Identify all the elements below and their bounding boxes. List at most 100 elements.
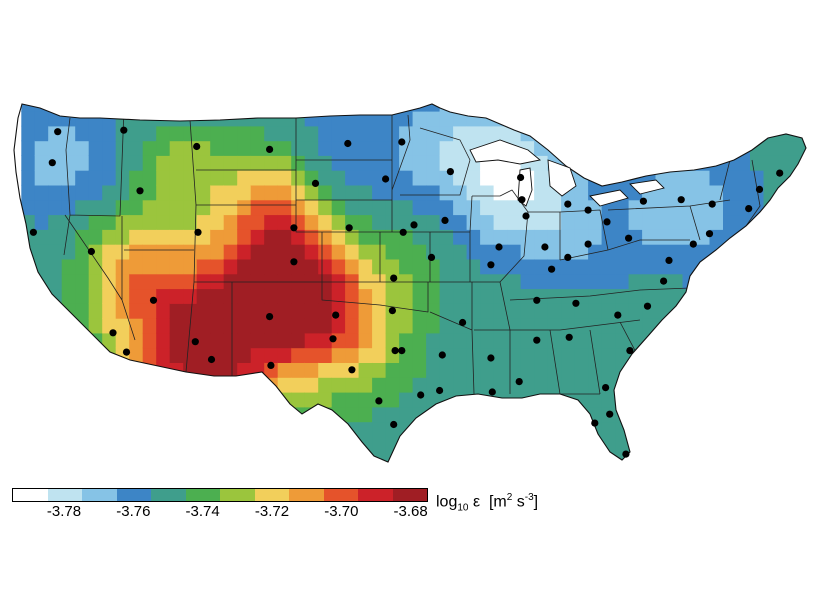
field-cell: [507, 244, 522, 260]
field-cell: [399, 318, 414, 334]
field-cell: [642, 244, 657, 260]
field-cell: [358, 332, 373, 349]
field-cell: [169, 229, 184, 245]
field-cell: [129, 273, 144, 290]
field-cell: [466, 244, 481, 260]
field-cell: [318, 140, 333, 156]
station-dot: [584, 206, 592, 214]
field-cell: [237, 258, 252, 275]
field-cell: [102, 170, 117, 186]
field-cell: [210, 318, 225, 334]
field-cell: [628, 318, 643, 334]
title-sub: 10: [457, 502, 469, 514]
field-cell: [102, 332, 117, 349]
field-cell: [156, 288, 171, 304]
field-cell: [534, 258, 549, 275]
field-cell: [696, 199, 711, 216]
field-cell: [453, 303, 468, 319]
field-cell: [223, 332, 238, 349]
station-dot: [54, 128, 62, 136]
field-cell: [291, 303, 306, 319]
field-cell: [385, 406, 400, 423]
field-cell: [331, 377, 346, 393]
field-cell: [237, 303, 252, 319]
field-cell: [196, 318, 211, 334]
field-cell: [534, 184, 549, 201]
field-cell: [196, 258, 211, 275]
field-cell: [223, 258, 238, 275]
field-cell: [520, 318, 535, 334]
field-cell: [88, 125, 103, 142]
field-cell: [318, 184, 333, 201]
station-dot: [207, 355, 216, 364]
field-cell: [48, 244, 63, 260]
field-cell: [129, 170, 144, 186]
field-cell: [21, 199, 36, 216]
field-cell: [345, 199, 360, 216]
field-cell: [264, 332, 279, 349]
field-cell: [210, 199, 225, 216]
field-cell: [345, 258, 360, 275]
field-cell: [237, 140, 252, 156]
field-cell: [277, 318, 292, 334]
field-cell: [439, 244, 454, 260]
field-cell: [88, 214, 103, 230]
station-dot: [348, 366, 356, 374]
field-cell: [372, 140, 387, 156]
field-cell: [210, 362, 225, 378]
field-cell: [399, 303, 414, 319]
field-cell: [399, 288, 414, 304]
field-cell: [304, 258, 319, 275]
field-cell: [385, 229, 400, 245]
field-cell: [250, 140, 265, 156]
field-cell: [129, 229, 144, 245]
field-cell: [61, 170, 76, 186]
field-cell: [210, 170, 225, 186]
field-cell: [372, 421, 387, 437]
station-dot: [375, 397, 383, 405]
field-cell: [196, 184, 211, 201]
field-cell: [183, 229, 198, 245]
station-dot: [488, 388, 496, 396]
field-cell: [210, 273, 225, 290]
station-dot: [522, 212, 530, 220]
field-cell: [601, 421, 616, 437]
field-cell: [223, 140, 238, 156]
field-cell: [223, 273, 238, 290]
colorbar-swatch: [13, 489, 48, 501]
field-cell: [588, 214, 603, 230]
field-cell: [304, 392, 319, 408]
field-cell: [48, 229, 63, 245]
field-cell: [75, 214, 90, 230]
field-cell: [358, 229, 373, 245]
field-cell: [115, 258, 130, 275]
station-dot: [417, 391, 425, 399]
field-cell: [466, 273, 481, 290]
field-cell: [115, 214, 130, 230]
station-dot: [398, 138, 406, 146]
station-dot: [388, 307, 396, 315]
title-units-open: [m: [488, 493, 507, 511]
field-cell: [601, 318, 616, 334]
field-cell: [439, 347, 454, 363]
field-cell: [129, 140, 144, 156]
field-cell: [156, 229, 171, 245]
field-cell: [277, 347, 292, 363]
field-cell: [183, 288, 198, 304]
field-cell: [88, 318, 103, 334]
field-cell: [412, 111, 427, 127]
field-cell: [574, 229, 589, 245]
field-cell: [75, 170, 90, 186]
field-cell: [480, 332, 495, 349]
field-cell: [115, 288, 130, 304]
field-cell: [277, 362, 292, 378]
field-cell: [655, 229, 670, 245]
field-cell: [561, 318, 576, 334]
field-cell: [264, 155, 279, 171]
station-dot: [398, 347, 406, 355]
field-cell: [277, 125, 292, 142]
field-cell: [804, 140, 806, 156]
field-cell: [453, 258, 468, 275]
field-cell: [426, 288, 441, 304]
colorbar-swatch: [220, 489, 255, 501]
